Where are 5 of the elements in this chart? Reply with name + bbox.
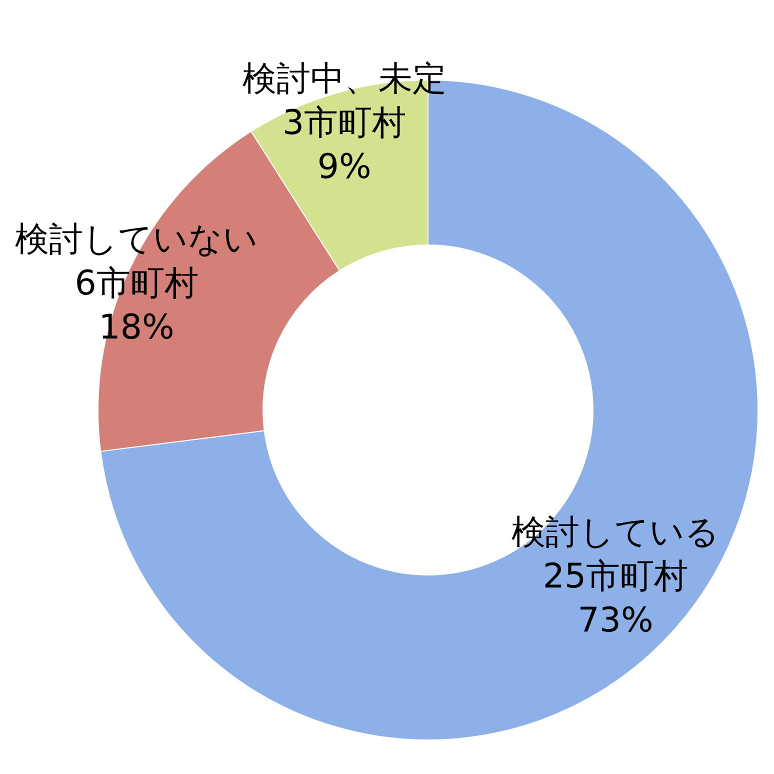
slice-label: 検討している: [512, 512, 720, 552]
slice-label: 検討していない: [15, 219, 258, 260]
data-label: 3市町村 9%: [282, 102, 406, 187]
slice-label: 検討中、未定: [242, 58, 446, 99]
data-label: 25市町村 73%: [542, 556, 688, 640]
